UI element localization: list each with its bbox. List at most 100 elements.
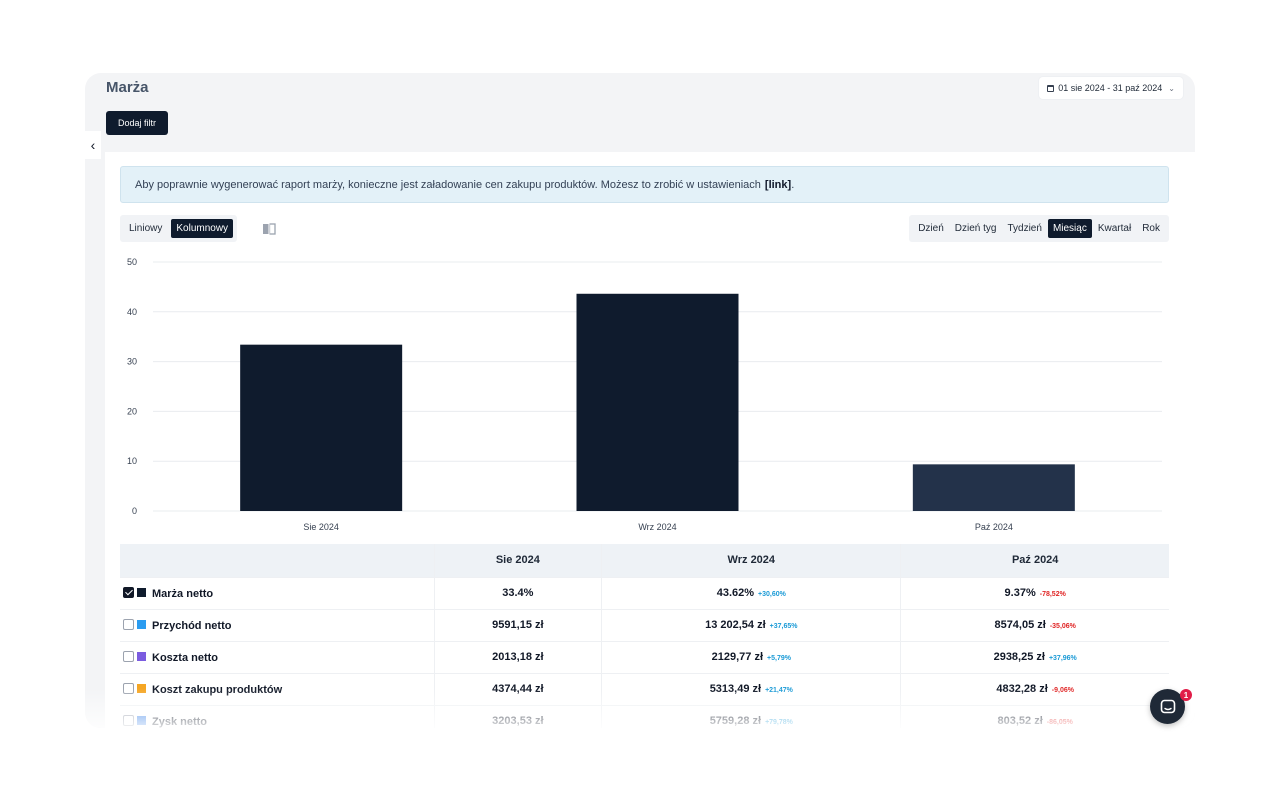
change-percent: +37,65% — [769, 623, 798, 630]
value-cell: 2938,25 zł +37,96% — [900, 640, 1169, 673]
y-tick-label: 40 — [127, 307, 137, 317]
chevron-left-icon: ‹ — [90, 137, 96, 153]
value-cell: 9.37% -78,52% — [900, 576, 1169, 609]
change-percent: -86,05% — [1046, 719, 1073, 727]
metric-name-cell: Przychód netto — [120, 608, 434, 641]
series-color-swatch — [137, 619, 146, 629]
date-range-picker[interactable]: 01 sie 2024 - 31 paź 2024 ⌄ — [1039, 77, 1183, 99]
change-percent: +79,78% — [765, 719, 793, 727]
metric-name-cell: Koszt zakupu produktów — [120, 672, 434, 705]
bar-sie-2024[interactable] — [240, 344, 403, 511]
metric-value: 5313,49 zł — [709, 683, 762, 695]
metric-label: Marża netto — [152, 587, 214, 600]
value-cell: 3203,53 zł — [433, 704, 602, 728]
metric-value: 9.37% — [1004, 587, 1036, 599]
metrics-table: Sie 2024 Wrz 2024 Paź 2024 Marża netto 33… — [120, 544, 1169, 728]
value-cell: 9591,15 zł — [433, 608, 602, 641]
table-row: Przychód netto 9591,15 zł 13 202,54 zł +37,… — [120, 608, 1169, 641]
settings-link[interactable]: [link] — [764, 178, 792, 191]
value-cell: 5313,49 zł +21,47% — [601, 672, 901, 705]
metric-value: 2938,25 zł — [993, 651, 1045, 663]
collapse-sidebar-button[interactable]: ‹ — [85, 131, 101, 159]
metric-value: 33.4% — [502, 587, 534, 599]
series-color-swatch — [137, 587, 146, 597]
table-row: Marża netto 33.4% 43.62% +30,60% 9.37% -78,52… — [120, 576, 1169, 609]
series-color-swatch — [137, 715, 146, 725]
table-row: Koszt zakupu produktów 4374,44 zł 5313,49 … — [120, 672, 1169, 705]
value-cell: 8574,05 zł -35,06% — [900, 608, 1169, 641]
value-cell: 13 202,54 zł +37,65% — [601, 608, 901, 641]
period-toggle: Dzień Dzień tyg Tydzień Miesiąc Kwartał … — [909, 215, 1169, 242]
chat-button[interactable] — [1150, 689, 1185, 724]
column-header-oct: Paź 2024 — [900, 544, 1169, 577]
metric-name-cell: Zysk netto — [120, 704, 434, 728]
change-percent: +5,79% — [767, 655, 791, 662]
metric-value: 4374,44 zł — [492, 683, 544, 695]
change-percent: +37,96% — [1048, 655, 1077, 662]
metric-value: 803,52 zł — [997, 715, 1043, 728]
table-row: Zysk netto 3203,53 zł 5759,28 zł +79,78% 803… — [120, 704, 1169, 728]
metric-label: Przychód netto — [152, 619, 232, 632]
period-week[interactable]: Tydzień — [1007, 223, 1042, 234]
value-cell: 2013,18 zł — [433, 640, 602, 673]
change-percent: -9,06% — [1051, 687, 1074, 694]
margin-bar-chart: 0 10 20 30 40 50 Sie 2024 Wrz 2024 Paź 2024 — [127, 257, 1162, 532]
series-checkbox[interactable] — [123, 618, 134, 630]
x-tick-label: Sie 2024 — [303, 522, 339, 532]
chevron-down-icon: ⌄ — [1168, 83, 1175, 93]
change-percent: -78,52% — [1039, 591, 1066, 598]
value-cell: 4832,28 zł -9,06% — [900, 672, 1169, 705]
value-cell: 4374,44 zł — [433, 672, 602, 705]
table-row: Koszta netto 2013,18 zł 2129,77 zł +5,79% 29… — [120, 640, 1169, 673]
bar-paź-2024[interactable] — [912, 464, 1075, 511]
series-checkbox[interactable] — [123, 650, 134, 662]
metric-name-cell: Koszta netto — [120, 640, 434, 673]
x-tick-label: Paź 2024 — [975, 522, 1013, 532]
y-tick-label: 10 — [127, 456, 137, 466]
series-color-swatch — [137, 683, 146, 693]
period-month[interactable]: Miesiąc — [1047, 219, 1092, 238]
chat-icon — [1160, 699, 1175, 713]
chart-type-line[interactable]: Liniowy — [129, 223, 163, 234]
value-cell: 33.4% — [433, 576, 602, 609]
metric-value: 5759,28 zł — [709, 715, 762, 728]
metric-value: 8574,05 zł — [994, 619, 1046, 631]
y-tick-label: 30 — [127, 357, 137, 367]
notice-end: . — [791, 178, 795, 191]
series-checkbox[interactable] — [123, 682, 134, 694]
period-day[interactable]: Dzień — [918, 223, 944, 234]
report-card: Aby poprawnie wygenerować raport marży, … — [105, 152, 1195, 728]
metric-label: Koszt zakupu produktów — [152, 683, 283, 696]
date-range-label: 01 sie 2024 - 31 paź 2024 — [1058, 83, 1163, 93]
metric-value: 13 202,54 zł — [705, 619, 766, 631]
add-filter-button[interactable]: Dodaj filtr — [106, 111, 168, 135]
value-cell: 5759,28 zł +79,78% — [601, 704, 901, 728]
chart-type-bar[interactable]: Kolumnowy — [171, 219, 234, 238]
y-tick-label: 50 — [127, 257, 137, 267]
metric-value: 3203,53 zł — [492, 715, 544, 728]
bar-wrz-2024[interactable] — [576, 293, 739, 511]
column-header-aug: Sie 2024 — [433, 544, 602, 577]
period-quarter[interactable]: Kwartał — [1097, 223, 1132, 234]
metric-value: 2013,18 zł — [492, 651, 544, 663]
period-weekday[interactable]: Dzień tyg — [954, 223, 997, 234]
info-notice: Aby poprawnie wygenerować raport marży, … — [120, 166, 1169, 203]
page-title: Marża — [106, 79, 149, 96]
change-percent: +21,47% — [765, 687, 793, 694]
y-tick-label: 0 — [132, 506, 137, 516]
compare-icon[interactable] — [262, 222, 276, 236]
metric-value: 43.62% — [716, 587, 755, 599]
column-header-sep: Wrz 2024 — [601, 544, 901, 577]
report-panel: Marża 01 sie 2024 - 31 paź 2024 ⌄ Dodaj … — [85, 73, 1195, 728]
notification-badge: 1 — [1180, 689, 1192, 701]
period-year[interactable]: Rok — [1142, 223, 1160, 234]
metric-label: Koszta netto — [152, 651, 218, 664]
series-checkbox[interactable] — [123, 586, 134, 598]
value-cell: 803,52 zł -86,05% — [900, 704, 1169, 728]
value-cell: 43.62% +30,60% — [601, 576, 901, 609]
metric-value: 2129,77 zł — [711, 651, 764, 663]
series-color-swatch — [137, 651, 146, 661]
change-percent: +30,60% — [758, 591, 786, 598]
x-tick-label: Wrz 2024 — [638, 522, 676, 532]
series-checkbox[interactable] — [123, 714, 134, 726]
